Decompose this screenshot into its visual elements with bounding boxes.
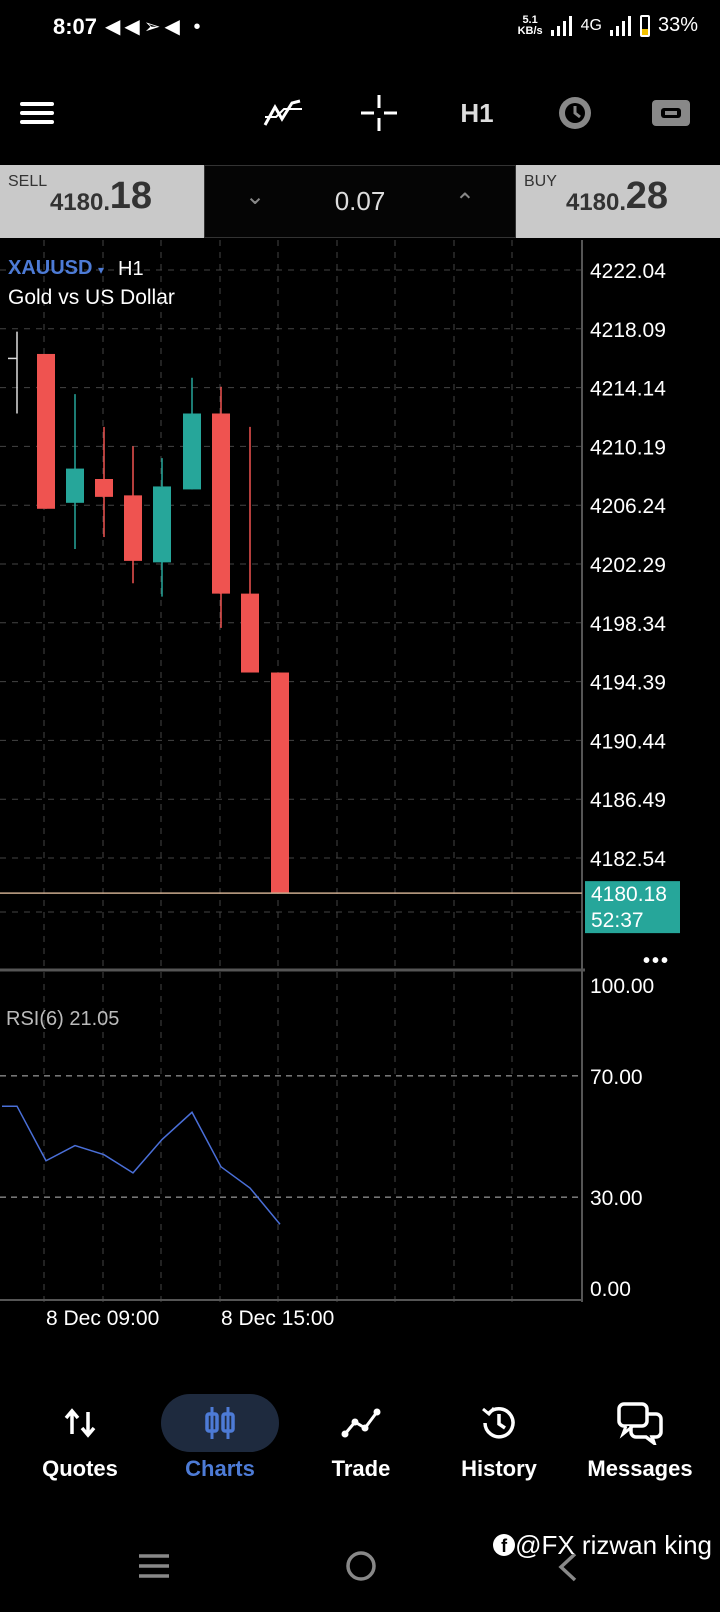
candle-body: [95, 479, 113, 497]
sell-price-pips: 18: [109, 175, 152, 217]
symbol-dropdown-icon: ▾: [98, 263, 105, 277]
toolbar: H1: [0, 70, 720, 160]
price-tick-label: 4190.44: [590, 730, 666, 753]
nav-trade[interactable]: Trade: [291, 1390, 431, 1500]
price-tick-label: 4186.49: [590, 789, 666, 812]
candle-body: [153, 486, 171, 563]
messages-icon: [570, 1390, 710, 1456]
home-button[interactable]: [345, 1550, 377, 1587]
watermark: f @FX rizwan king: [493, 1530, 712, 1561]
candle-body: [124, 495, 142, 561]
signal-icon-2: [609, 15, 631, 36]
nav-messages[interactable]: Messages: [570, 1390, 710, 1500]
symbol-name: XAUUSD: [8, 257, 93, 279]
signal-icon: [550, 15, 572, 36]
buy-price-pips: 28: [625, 175, 668, 217]
notification-icons: ◀◀➢◀ •: [105, 16, 205, 38]
price-tick-label: 4214.14: [590, 378, 666, 401]
bottom-navigation: Quotes Charts Trade History Messages: [0, 1390, 720, 1500]
net-speed-value: 5.1: [522, 13, 538, 26]
quotes-icon: [10, 1390, 150, 1456]
nav-trade-label: Trade: [331, 1456, 391, 1481]
sell-label: SELL: [8, 173, 48, 190]
rsi-tick-label: 70.00: [590, 1066, 643, 1089]
trading-history-icon[interactable]: [550, 88, 600, 138]
price-tick-label: 4194.39: [590, 672, 666, 695]
time-tick-label: 8 Dec 09:00: [46, 1307, 159, 1330]
price-tick-label: 4222.04: [590, 260, 666, 283]
network-type: 4G: [580, 16, 602, 34]
crosshair-icon[interactable]: [354, 88, 404, 138]
sell-price-main: 4180.: [49, 189, 110, 216]
nav-quotes-label: Quotes: [42, 1456, 118, 1481]
indicators-icon[interactable]: [258, 88, 308, 138]
price-tick-label: 4206.24: [590, 495, 666, 518]
volume-decrease-button[interactable]: ⌄: [245, 183, 266, 210]
nav-messages-label: Messages: [587, 1456, 693, 1481]
price-tick-label: 4210.19: [590, 436, 666, 459]
chart-symbol[interactable]: XAUUSD ▾: [8, 257, 104, 280]
nav-history[interactable]: History: [429, 1390, 569, 1500]
current-price-badge: [585, 881, 680, 934]
net-speed-unit: KB/s: [517, 24, 543, 37]
price-tick-label: 4218.09: [590, 319, 666, 342]
rsi-line: [2, 1105, 281, 1225]
facebook-icon: f: [493, 1534, 516, 1556]
candle-body: [37, 353, 55, 509]
one-click-trade-panel: SELL 4180. 18 ⌄ 0.07 ⌃ BUY 4180. 28: [0, 165, 720, 238]
nav-charts[interactable]: Charts: [150, 1390, 290, 1500]
sell-button[interactable]: SELL 4180. 18: [0, 165, 204, 238]
rsi-label: RSI(6) 21.05: [6, 1008, 120, 1030]
chart-description: Gold vs US Dollar: [8, 286, 175, 309]
volume-value[interactable]: 0.07: [334, 186, 386, 216]
buy-price-main: 4180.: [565, 189, 626, 216]
menu-icon[interactable]: [12, 88, 62, 138]
price-tick-label: 4182.54: [590, 848, 666, 871]
candle-body: [66, 468, 84, 503]
price-chart[interactable]: 4222.04 4218.09 4214.14 4210.19 4206.24 4202.…: [0, 240, 720, 1350]
countdown-label: 52:37: [591, 909, 644, 932]
system-navigation: f @FX rizwan king: [0, 1530, 720, 1612]
recent-apps-button[interactable]: [137, 1552, 171, 1585]
one-click-trading-icon[interactable]: [646, 88, 696, 138]
status-time: 8:07: [53, 14, 98, 39]
nav-history-label: History: [461, 1456, 537, 1481]
current-price-label: 4180.18: [591, 883, 667, 906]
candle-body: [241, 593, 259, 673]
rsi-tick-label: 0.00: [590, 1278, 631, 1301]
status-bar: 8:07 ◀◀➢◀ • 5.1 KB/s 4G 33%: [0, 0, 720, 60]
buy-label: BUY: [524, 173, 557, 190]
nav-quotes[interactable]: Quotes: [10, 1390, 150, 1500]
candle-body: [212, 413, 230, 594]
volume-increase-button[interactable]: ⌃: [454, 189, 475, 216]
price-tick-label: 4202.29: [590, 554, 666, 577]
price-tick-label: 4198.34: [590, 613, 666, 636]
buy-button[interactable]: BUY 4180. 28: [516, 165, 720, 238]
watermark-text: @FX rizwan king: [515, 1530, 712, 1560]
timeframe-button[interactable]: H1: [452, 88, 502, 138]
candle-body: [183, 413, 201, 490]
time-tick-label: 8 Dec 15:00: [221, 1307, 334, 1330]
back-button[interactable]: [555, 1552, 579, 1587]
chart-timeframe: H1: [118, 258, 144, 280]
charts-icon: [150, 1390, 290, 1456]
net-speed: 5.1 KB/s: [517, 13, 543, 37]
rsi-tick-label: 100.00: [590, 975, 654, 998]
more-options-icon[interactable]: •••: [643, 950, 671, 972]
nav-charts-label: Charts: [185, 1456, 255, 1481]
battery-percent: 33%: [657, 14, 698, 36]
candle-body: [271, 672, 289, 894]
history-icon: [429, 1390, 569, 1456]
timeframe-label: H1: [460, 97, 494, 128]
battery-icon: [639, 14, 650, 37]
status-indicators: 5.1 KB/s 4G 33%: [518, 14, 698, 37]
rsi-tick-label: 30.00: [590, 1187, 643, 1210]
volume-box: ⌄ 0.07 ⌃: [204, 165, 516, 238]
trade-icon: [291, 1390, 431, 1456]
